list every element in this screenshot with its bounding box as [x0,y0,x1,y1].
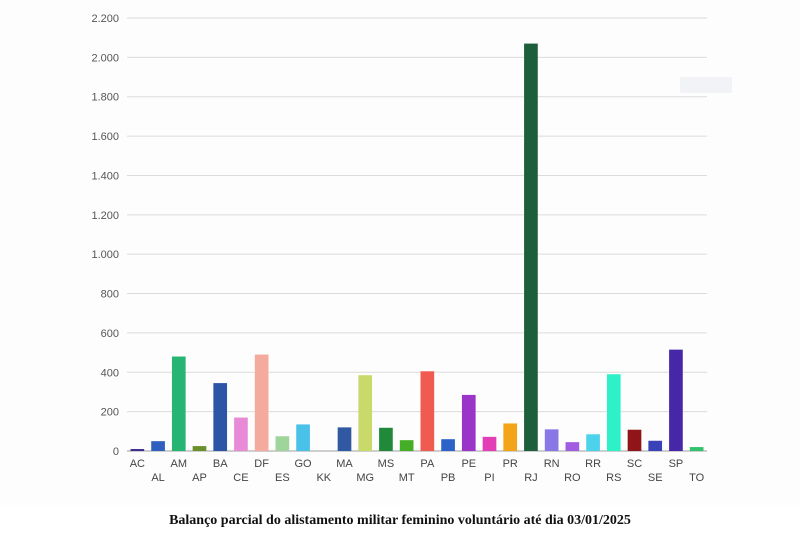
x-category-label: AL [151,472,164,484]
faint-badge [680,77,732,93]
x-category-label: PE [461,458,476,470]
chart-area: 0 200 400 600 800 1.000 1.200 1.400 1.600 1.800 2.… [91,13,732,484]
y-tick-label: 1.800 [91,92,119,104]
x-category-label: BA [213,458,228,470]
y-tick-label: 2.000 [91,52,119,64]
bar-ms [379,427,393,451]
y-tick-label: 0 [113,446,119,458]
x-category-label: PI [484,472,494,484]
x-category-label: PR [503,458,518,470]
y-tick-label: 1.200 [91,210,119,222]
x-category-label: PB [441,472,456,484]
bar-pa [420,371,435,451]
x-category-label: MT [399,472,415,484]
bar-am [171,356,186,451]
x-category-label: DF [254,458,269,470]
bar-rs [606,374,621,451]
x-category-label: SE [648,472,663,484]
bar-mt [399,440,414,451]
figure-caption: Balanço parcial do alistamento militar f… [169,513,631,528]
x-category-label: ES [275,472,290,484]
bar-pb [441,439,455,451]
y-tick-label: 600 [101,328,119,340]
bar-se [648,440,663,451]
x-category-label: AC [130,458,145,470]
bar-ap [192,446,207,451]
bar-chart: 0 200 400 600 800 1.000 1.200 1.400 1.600 1.800 2.… [91,13,707,484]
y-tick-label: 1.400 [91,170,119,182]
bar-go [296,424,310,451]
bar-sp [669,349,683,451]
bar-pi [482,436,497,451]
y-tick-label: 1.600 [91,131,119,143]
bar-rn [544,429,559,451]
x-category-label: RO [564,472,581,484]
x-category-label: AP [192,472,207,484]
x-category-label: MA [336,458,353,470]
bar-ma [337,427,352,451]
y-axis-tick-labels: 0 200 400 600 800 1.000 1.200 1.400 1.600 1.800 2.… [91,13,119,458]
bar-ba [213,383,228,451]
x-category-label: KK [316,472,331,484]
x-category-label: RR [585,458,601,470]
bar-rr [586,434,600,451]
bar-sc [627,429,642,451]
y-tick-label: 2.200 [91,13,119,25]
bar-df [254,354,269,451]
y-tick-label: 800 [101,289,119,301]
x-category-label: SC [627,458,642,470]
x-category-label: PA [420,458,435,470]
x-category-label: RJ [524,472,537,484]
bar-to [689,447,704,451]
y-tick-label: 400 [101,367,119,379]
bar-al [151,441,165,451]
x-category-label: MG [356,472,374,484]
x-category-label: RS [606,472,621,484]
bar-mg [358,375,373,451]
x-category-label: RN [544,458,560,470]
bar-ac [130,449,145,451]
bar-pe [461,394,476,451]
bar-ro [565,442,580,451]
bar-pr [503,423,518,451]
bar-rj [524,43,538,451]
x-category-label: TO [689,472,705,484]
x-category-label: AM [171,458,188,470]
x-category-label: SP [669,458,684,470]
y-tick-label: 200 [101,407,119,419]
x-category-label: MS [378,458,395,470]
bar-es [275,436,290,451]
bars [130,43,704,451]
bar-ce [234,417,248,451]
grid-lines [127,17,707,452]
x-category-label: GO [295,458,313,470]
x-category-label: CE [233,472,248,484]
y-tick-label: 1.000 [91,249,119,261]
